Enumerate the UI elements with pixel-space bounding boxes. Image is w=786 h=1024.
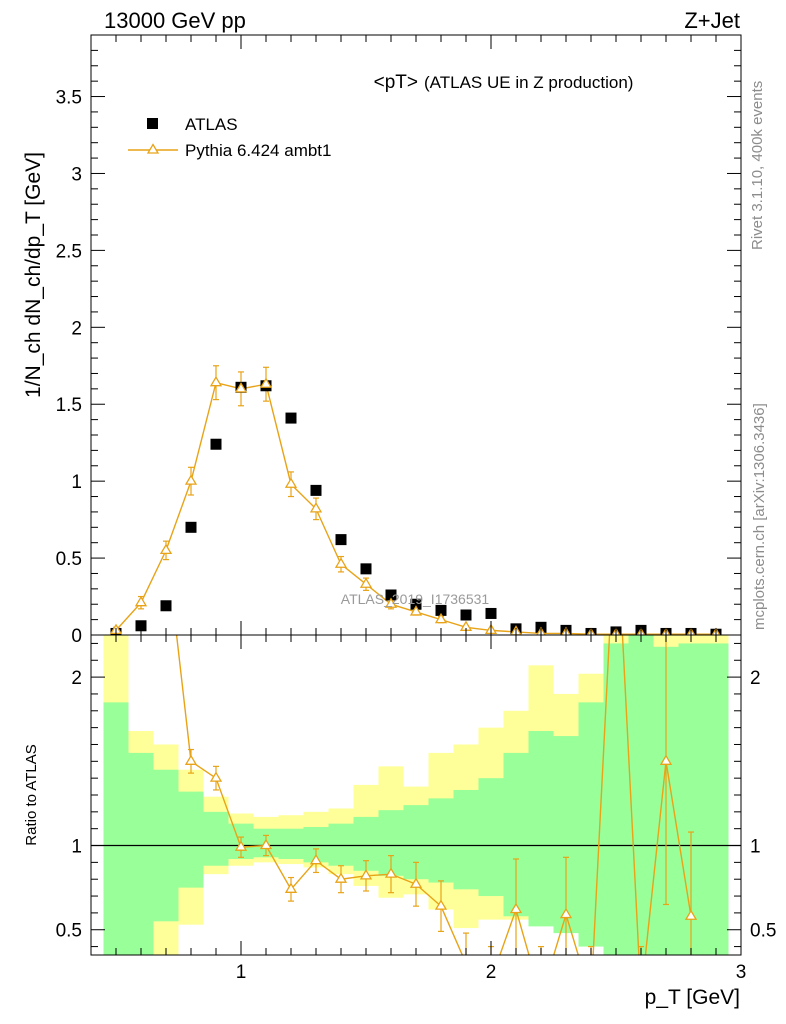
legend-label-atlas: ATLAS <box>185 115 238 134</box>
pythia-point <box>284 477 298 488</box>
energy-label: 13000 GeV pp <box>104 8 246 33</box>
ratio-axes: 1 2 30.5 0.51 12 2 <box>56 635 776 983</box>
ratio-pythia-point <box>409 877 423 888</box>
pythia-point <box>309 502 323 513</box>
pythia-point <box>159 543 173 555</box>
ratio-pythia-point <box>184 754 198 765</box>
legend-marker-pythia <box>146 143 160 154</box>
pythia-point <box>184 474 198 485</box>
x-axis-label: p_T [GeV] <box>645 986 740 1009</box>
ratio-pythia-line <box>175 635 692 955</box>
ratio-y-tick-label-right: 2 <box>750 668 761 689</box>
ratio-pythia-point <box>359 869 373 880</box>
main-ylabel-text: 1/N_ch dN_ch/dp_T [GeV] <box>22 152 45 398</box>
legend-marker-atlas <box>147 118 158 129</box>
ratio-pythia-point <box>434 899 448 910</box>
atlas-point <box>160 600 172 612</box>
ratio-band-green <box>603 643 629 955</box>
ratio-band-green <box>528 731 554 927</box>
chart-title-sub: (ATLAS UE in Z production) <box>424 73 633 92</box>
main-y-tick-label: 3 <box>71 164 82 185</box>
ratio-ylabel: Ratio to ATLAS <box>23 744 40 845</box>
atlas-point <box>335 534 347 546</box>
atlas-point <box>485 607 497 619</box>
atlas-point <box>385 589 397 601</box>
pythia-point <box>134 595 148 607</box>
ratio-band-green <box>203 811 229 866</box>
x-tick-label: 1 <box>236 962 247 983</box>
main-y-tick-label: 2.5 <box>56 241 82 262</box>
ratio-band-green <box>453 789 479 890</box>
ratio-plot-area <box>175 635 698 955</box>
atlas-point <box>210 438 222 450</box>
main-y-tick-label: 1.5 <box>56 395 82 416</box>
atlas-point <box>285 412 297 424</box>
ratio-band-green <box>328 823 354 866</box>
ratio-pythia-point <box>309 853 323 865</box>
x-tick-label: 3 <box>736 962 747 983</box>
atlas-point <box>435 604 447 616</box>
main-ylabel: 1/N_ch dN_ch/dp_T [GeV] <box>22 152 45 398</box>
ratio-pythia-point <box>659 754 673 765</box>
pythia-point <box>334 557 348 568</box>
pythia-point <box>234 382 248 393</box>
ratio-band-green <box>278 828 304 859</box>
atlas-point <box>410 598 422 610</box>
ratio-pythia-point <box>209 771 223 782</box>
legend: ATLAS Pythia 6.424 ambt1 <box>128 115 331 160</box>
ratio-pythia-point <box>684 909 698 920</box>
main-y-tick-label: 2 <box>71 318 82 339</box>
pythia-point <box>384 597 398 608</box>
ratio-bands <box>91 635 741 955</box>
pythia-point <box>434 612 448 624</box>
atlas-point <box>310 484 322 496</box>
rivet-version-label: Rivet 3.1.10, 400k events <box>749 81 766 250</box>
pythia-point <box>209 375 223 387</box>
ratio-y-tick-label: 2 <box>71 668 82 689</box>
process-label: Z+Jet <box>684 8 740 33</box>
ratio-band-green <box>628 635 654 955</box>
pythia-point <box>409 605 423 616</box>
ratio-pythia-point <box>259 838 273 850</box>
ratio-y-tick-label-right: 1 <box>750 837 761 858</box>
atlas-point <box>460 609 472 621</box>
atlas-point <box>135 620 147 632</box>
atlas-point <box>185 521 197 533</box>
ratio-pythia-point <box>384 867 398 878</box>
main-y-tick-label: 3.5 <box>56 88 82 109</box>
ratio-pythia-point <box>334 872 348 883</box>
legend-label-pythia: Pythia 6.424 ambt1 <box>185 141 331 160</box>
atlas-point <box>360 563 372 575</box>
analysis-watermark: ATLAS_2019_I1736531 <box>341 591 490 607</box>
ratio-y-tick-label: 0.5 <box>56 921 82 942</box>
ratio-y-tick-label: 1 <box>71 837 82 858</box>
chart-title-main: <pT> <box>374 72 418 93</box>
ratio-band-green <box>478 778 504 897</box>
ratio-band-green <box>103 702 129 955</box>
main-y-tick-label: 1 <box>71 472 82 493</box>
ratio-band-green <box>428 798 454 883</box>
ratio-pythia-point <box>559 907 573 919</box>
ratio-pythia-point <box>284 882 298 893</box>
ratio-band-green <box>128 752 154 955</box>
pythia-point <box>259 377 273 388</box>
ratio-y-tick-label-right: 0.5 <box>750 921 776 942</box>
ratio-pythia-point <box>509 902 523 914</box>
ratio-band-green <box>178 791 204 888</box>
ratio-band-green <box>703 643 729 955</box>
mcplots-label: mcplots.cern.ch [arXiv:1306.3436] <box>751 403 768 630</box>
ratio-pythia-point <box>234 840 248 851</box>
pythia-point <box>359 577 373 588</box>
main-y-tick-label: 0 <box>71 626 82 647</box>
main-axes: 0 0.5 1 1.5 2 2.5 3 3.5 <box>56 35 741 647</box>
main-y-tick-label: 0.5 <box>56 549 82 570</box>
x-tick-label: 2 <box>486 962 497 983</box>
